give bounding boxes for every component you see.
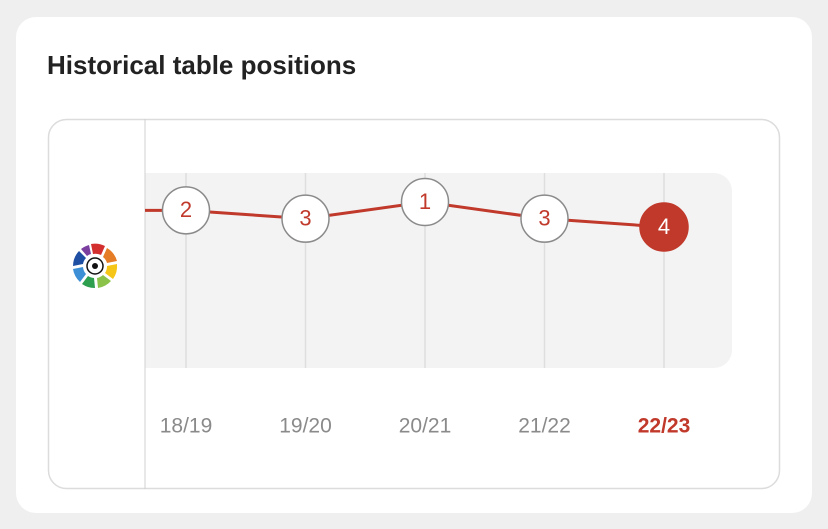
position-label: 3	[299, 205, 311, 230]
x-tick-label: 22/23	[638, 415, 691, 438]
league-logo	[73, 243, 118, 289]
x-tick-label: 19/20	[279, 415, 332, 438]
position-label: 4	[658, 214, 670, 239]
position-marker	[161, 186, 211, 235]
card-title: Historical table positions	[47, 50, 356, 80]
position-marker	[520, 194, 569, 243]
position-marker	[400, 177, 450, 227]
position-label: 2	[180, 197, 192, 222]
position-marker	[639, 202, 689, 252]
position-label: 3	[538, 205, 550, 230]
position-label: 1	[419, 189, 431, 214]
x-tick-label: 18/19	[160, 415, 213, 438]
x-tick-label: 20/21	[399, 415, 452, 438]
position-marker	[281, 194, 330, 243]
x-tick-label: 21/22	[518, 415, 571, 438]
